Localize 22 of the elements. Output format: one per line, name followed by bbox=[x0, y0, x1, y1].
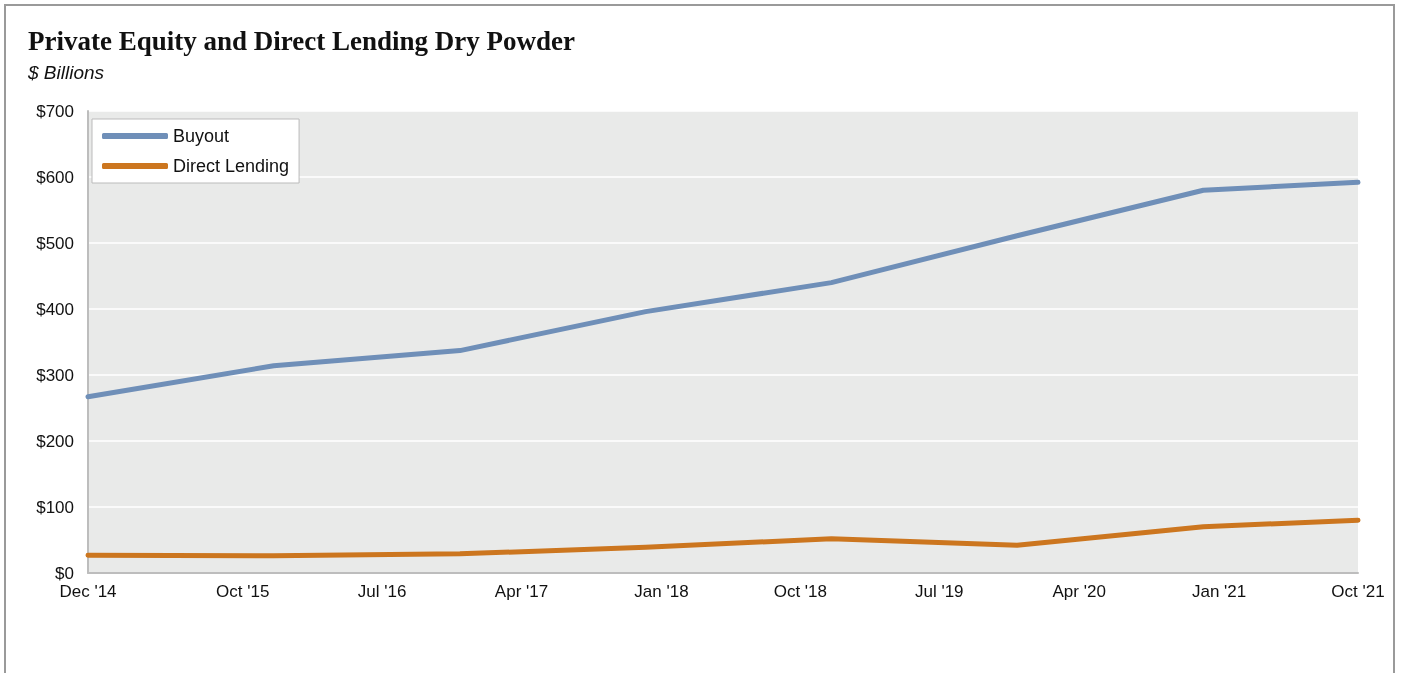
x-tick-label: Oct '15 bbox=[216, 582, 270, 601]
x-tick-label: Apr '20 bbox=[1052, 582, 1106, 601]
y-tick-label: $600 bbox=[36, 167, 74, 187]
x-tick-label: Dec '14 bbox=[59, 582, 117, 601]
y-tick-label: $700 bbox=[36, 101, 74, 121]
x-tick-label: Jul '19 bbox=[914, 582, 964, 601]
y-tick-label: $0 bbox=[55, 563, 74, 583]
y-tick-label: $500 bbox=[36, 233, 74, 253]
x-tick-label: Apr '17 bbox=[494, 582, 549, 601]
y-tick-label: $100 bbox=[36, 497, 74, 517]
y-tick-label: $200 bbox=[36, 431, 74, 451]
x-tick-label: Jul '16 bbox=[357, 582, 407, 601]
x-tick-label: Jan '18 bbox=[634, 582, 689, 601]
x-tick-label: Oct '21 bbox=[1331, 582, 1385, 601]
chart-title: Private Equity and Direct Lending Dry Powder bbox=[28, 26, 575, 57]
y-tick-label: $300 bbox=[36, 365, 74, 385]
x-tick-label: Oct '18 bbox=[773, 582, 827, 601]
legend-label: Buyout bbox=[173, 126, 230, 146]
y-tick-label: $400 bbox=[36, 299, 74, 319]
legend-label: Direct Lending bbox=[173, 156, 290, 176]
chart-subtitle: $ Billions bbox=[28, 62, 105, 84]
x-tick-label: Jan '21 bbox=[1191, 582, 1247, 601]
